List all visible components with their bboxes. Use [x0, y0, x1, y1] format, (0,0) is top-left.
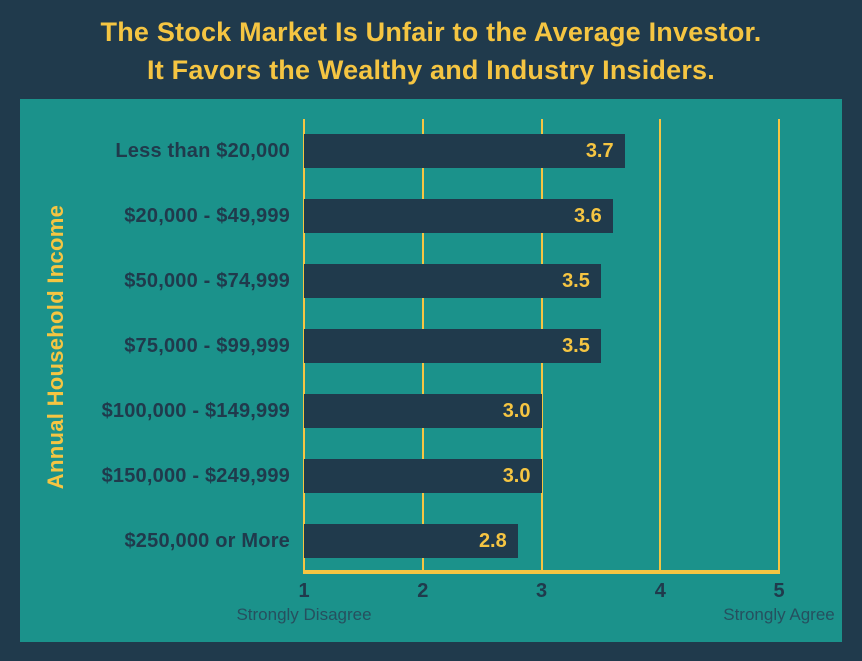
- plot-region: Less than $20,000 3.7 $20,000 - $49,999 …: [72, 118, 835, 624]
- bar-value-label: 3.5: [562, 334, 590, 357]
- x-tick-label: 2: [417, 579, 429, 602]
- chart-title-line-2: It Favors the Wealthy and Industry Insid…: [147, 55, 715, 86]
- bar: 2.8: [304, 524, 518, 559]
- bar-value-label: 3.5: [562, 269, 590, 292]
- chart-row: Less than $20,000 3.7: [72, 119, 779, 184]
- x-axis-ticks: Strongly Disagree Strongly Agree 1 2 3 4 5: [236, 574, 834, 624]
- chart-row: $100,000 - $149,999 3.0: [72, 379, 779, 444]
- chart-row: $150,000 - $249,999 3.0: [72, 444, 779, 509]
- chart-row: $20,000 - $49,999 3.6: [72, 184, 779, 249]
- chart-title-line-1: The Stock Market Is Unfair to the Averag…: [100, 17, 762, 47]
- bar-track: 3.0: [304, 459, 779, 494]
- row-category-label: $150,000 - $249,999: [101, 464, 290, 487]
- x-tick-label: 5: [773, 579, 785, 602]
- bar: 3.6: [304, 199, 613, 234]
- bar-value-label: 3.7: [585, 139, 614, 162]
- bar: 3.5: [304, 329, 601, 364]
- chart-row: $250,000 or More 2.8: [72, 509, 779, 574]
- x-axis-label-strongly-disagree: Strongly Disagree: [236, 604, 372, 624]
- bar: 3.0: [304, 459, 542, 494]
- chart-rows: Less than $20,000 3.7 $20,000 - $49,999 …: [72, 119, 779, 574]
- bar-track: 2.8: [304, 524, 779, 559]
- row-category-label: $20,000 - $49,999: [124, 204, 290, 227]
- chart-title: The Stock Market Is Unfair to the Averag…: [0, 0, 862, 99]
- bar-value-label: 3.6: [573, 204, 602, 227]
- row-category-label: $100,000 - $149,999: [101, 399, 290, 422]
- chart-panel: Annual Household Income Less than $20,00…: [20, 98, 842, 642]
- bar-track: 3.6: [304, 199, 779, 234]
- bar: 3.7: [304, 134, 625, 169]
- row-category-label: $50,000 - $74,999: [124, 269, 290, 292]
- gridline: [778, 118, 780, 574]
- bar-value-label: 3.0: [502, 399, 531, 422]
- row-category-label: Less than $20,000: [115, 139, 290, 162]
- bar-track: 3.5: [304, 264, 779, 299]
- chart-row: $75,000 - $99,999 3.5: [72, 314, 779, 379]
- bar: 3.0: [304, 394, 542, 429]
- x-tick-label: 4: [654, 579, 666, 602]
- x-tick-label: 3: [535, 579, 548, 602]
- bar-value-label: 3.0: [502, 464, 531, 487]
- x-tick-label: 1: [298, 579, 310, 602]
- y-axis-title: Annual Household Income: [43, 204, 68, 489]
- bar: 3.5: [304, 264, 601, 299]
- bar-track: 3.0: [304, 394, 779, 429]
- bar-value-label: 2.8: [478, 529, 507, 552]
- x-axis-label-strongly-agree: Strongly Agree: [723, 604, 835, 624]
- bar-track: 3.5: [304, 329, 779, 364]
- chart-row: $50,000 - $74,999 3.5: [72, 249, 779, 314]
- gridline: [659, 118, 662, 574]
- row-category-label: $75,000 - $99,999: [124, 334, 290, 357]
- bar-track: 3.7: [304, 134, 779, 169]
- row-category-label: $250,000 or More: [124, 529, 290, 552]
